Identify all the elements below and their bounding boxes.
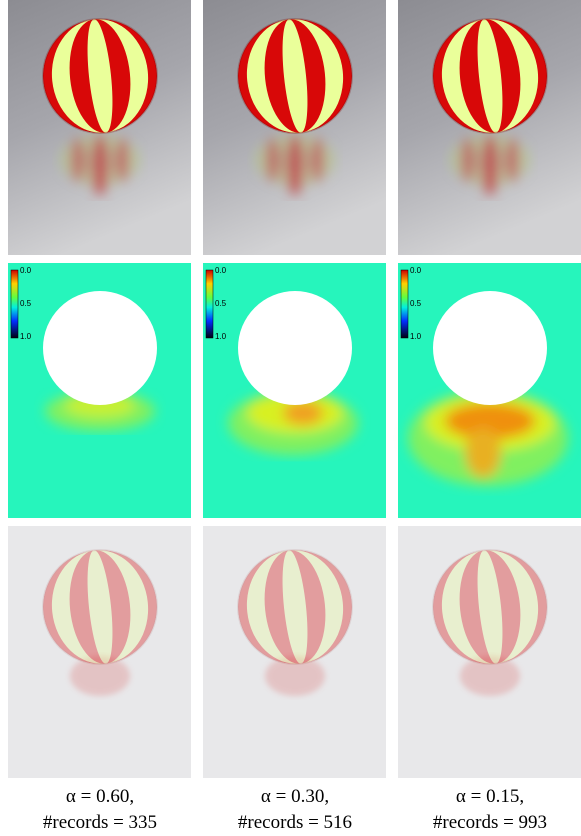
colorbar-label: 1.0 bbox=[20, 332, 32, 341]
render-image bbox=[8, 0, 191, 255]
render-image bbox=[8, 526, 191, 778]
caption: α = 0.30, bbox=[261, 786, 329, 807]
colorbar-label: 0.5 bbox=[410, 299, 422, 308]
caption: #records = 335 bbox=[43, 812, 157, 833]
caption: α = 0.15, bbox=[456, 786, 524, 807]
colorbar-label: 1.0 bbox=[410, 332, 422, 341]
caption: #records = 516 bbox=[238, 812, 352, 833]
heatmap: 0.0 0.5 1.0 bbox=[203, 263, 386, 518]
colorbar-label: 0.0 bbox=[410, 266, 422, 275]
colorbar-label: 1.0 bbox=[215, 332, 227, 341]
colorbar-label: 0.5 bbox=[215, 299, 227, 308]
caption: α = 0.60, bbox=[66, 786, 134, 807]
colorbar-label: 0.0 bbox=[20, 266, 32, 275]
heatmap: 0.0 0.5 1.0 bbox=[398, 263, 581, 518]
render-image bbox=[398, 0, 581, 255]
colorbar-label: 0.0 bbox=[215, 266, 227, 275]
caption: #records = 993 bbox=[433, 812, 547, 833]
render-image bbox=[203, 526, 386, 778]
colorbar-label: 0.5 bbox=[20, 299, 32, 308]
heatmap: 0.0 0.5 1.0 bbox=[8, 263, 191, 518]
render-image bbox=[398, 526, 581, 778]
render-image bbox=[203, 0, 386, 255]
